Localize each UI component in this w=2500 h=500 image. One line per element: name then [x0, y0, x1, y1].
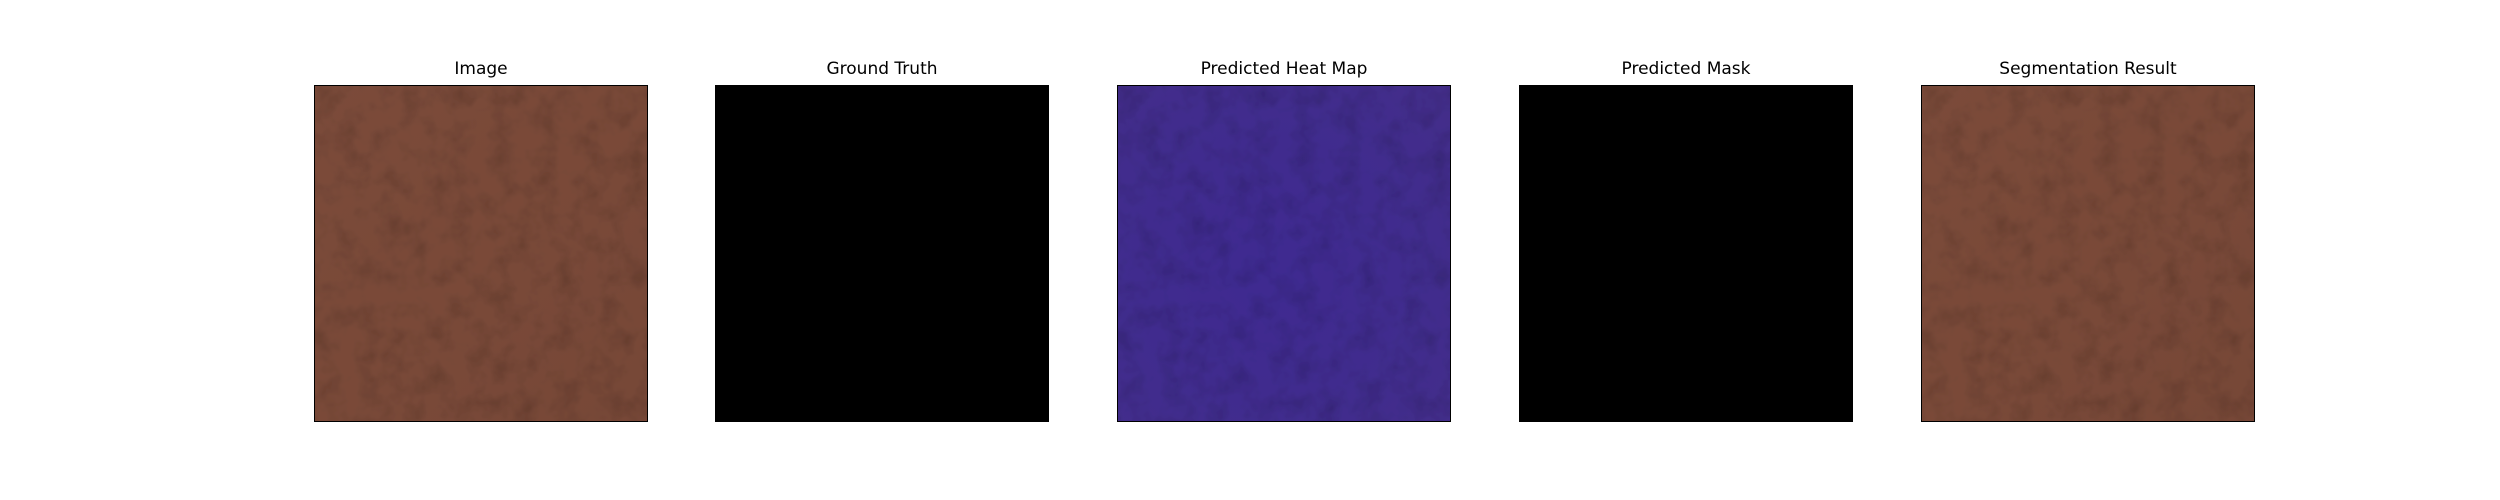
panel-segmentation-result: Segmentation Result [1921, 59, 2255, 422]
panel-title-image: Image [454, 59, 508, 79]
predicted-mask [1519, 85, 1853, 422]
panel-title-heatmap: Predicted Heat Map [1200, 59, 1368, 79]
panel-predicted-mask: Predicted Mask [1519, 59, 1853, 422]
panel-ground-truth: Ground Truth [715, 59, 1049, 422]
panel-image: Image [314, 59, 648, 422]
segmentation-result-image [1922, 86, 2254, 421]
panel-title-segmentation-result: Segmentation Result [1999, 59, 2177, 79]
heatmap-frame [1117, 85, 1451, 422]
ground-truth-mask [715, 85, 1049, 422]
panel-heatmap: Predicted Heat Map [1117, 59, 1451, 422]
panel-title-predicted-mask: Predicted Mask [1621, 59, 1751, 79]
panel-title-ground-truth: Ground Truth [826, 59, 938, 79]
leather-texture-image [315, 86, 647, 421]
heatmap-image [1118, 86, 1450, 421]
image-frame [314, 85, 648, 422]
segmentation-frame [1921, 85, 2255, 422]
